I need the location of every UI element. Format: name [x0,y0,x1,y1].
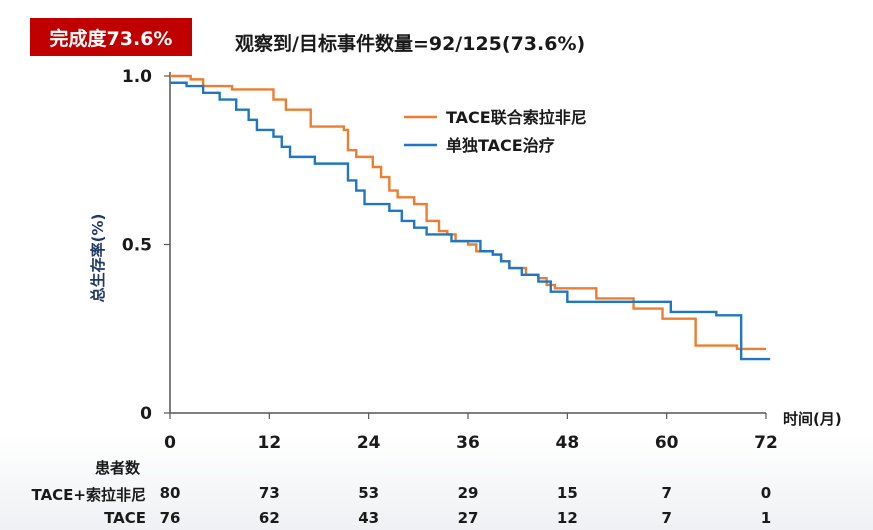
risk-cell: 62 [258,509,280,527]
risk-cell: 73 [258,484,280,502]
x-tick-label: 60 [655,433,679,453]
axes: 0 12 24 36 48 60 72 0 0.5 1.0 时间(月) 总生存率(%) [89,67,842,453]
x-tick-label: 24 [357,433,381,453]
series-line-1 [170,74,766,351]
y-tick-label: 0 [140,404,152,424]
risk-cell: 1 [760,509,772,527]
risk-row-label: TACE+索拉非尼 [31,486,147,504]
risk-cell: 15 [556,484,578,502]
x-tick-label: 36 [456,433,480,453]
background-fade [0,435,873,530]
risk-row-label: TACE [104,509,146,527]
risk-cell: 27 [457,509,479,527]
x-axis-label: 时间(月) [783,410,842,428]
legend-label-1: TACE联合索拉非尼 [446,108,587,127]
risk-cell: 7 [661,484,672,502]
risk-cell: 7 [661,509,672,527]
series-line-2 [170,81,771,361]
completion-badge: 完成度73.6% [30,18,192,56]
risk-cell: 53 [358,484,380,502]
series-layer [170,74,771,361]
x-tick-label: 72 [754,433,778,453]
y-tick-label: 0.5 [122,236,152,256]
events-headline: 观察到/目标事件数量=92/125(73.6%) [235,33,586,55]
y-tick-label: 1.0 [122,67,152,87]
x-tick-label: 48 [555,433,579,453]
risk-table-header: 患者数 [95,459,141,477]
risk-cell: 12 [556,509,578,527]
risk-cell: 80 [159,484,181,502]
risk-cell: 43 [358,509,380,527]
x-tick-label: 0 [164,433,176,453]
risk-cell: 29 [457,484,479,502]
risk-cell: 0 [760,484,772,502]
x-tick-label: 12 [257,433,281,453]
risk-cell: 76 [159,509,181,527]
y-axis-label: 总生存率(%) [89,214,107,303]
legend-label-2: 单独TACE治疗 [446,136,555,155]
